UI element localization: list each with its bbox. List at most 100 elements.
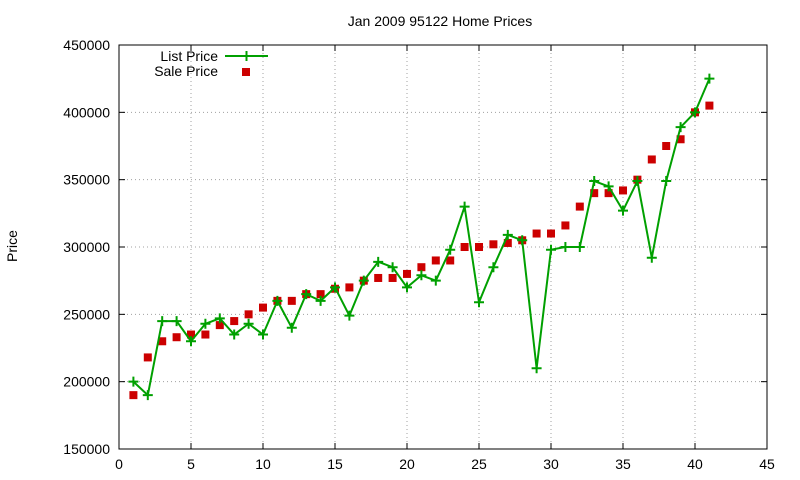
list-price-point (301, 289, 312, 300)
list-price-point (531, 363, 542, 374)
list-price-point (186, 336, 196, 347)
list-price-point (171, 316, 182, 327)
y-axis-label: Price (4, 230, 20, 262)
list-price-point (416, 270, 427, 281)
sale-price-point (230, 317, 239, 326)
axis-ticks: 0 5 10 15 20 25 30 35 40 45 150000 200000 250000 3000… (63, 37, 775, 472)
list-price-point (229, 329, 240, 340)
list-price-point (330, 282, 340, 293)
list-price-point (618, 205, 628, 216)
list-price-point (258, 329, 268, 340)
list-price-point (128, 376, 139, 387)
list-price-point (402, 282, 412, 293)
sale-price-point (259, 303, 267, 312)
legend-marker-list-price (241, 51, 252, 61)
sale-price-point (705, 101, 714, 110)
sale-price-point (388, 273, 397, 282)
list-price-point (474, 297, 484, 308)
sale-price-point (143, 353, 152, 362)
list-price-point (315, 295, 326, 306)
list-price-point (445, 244, 456, 255)
sale-price-point (590, 189, 599, 198)
list-price-point (517, 235, 528, 246)
sale-price-point (575, 202, 584, 211)
list-price-point (546, 244, 556, 255)
sale-price-point (547, 229, 555, 238)
list-price-point (488, 262, 499, 273)
list-price-point (214, 313, 225, 324)
list-price-point (272, 295, 283, 306)
list-price-point (646, 252, 657, 263)
list-price-point (157, 316, 168, 327)
list-price-point (358, 275, 369, 286)
y-tick-label: 350000 (63, 172, 110, 188)
sale-price-point (561, 221, 570, 230)
x-tick-label: 40 (687, 456, 703, 472)
sale-price-point (446, 256, 455, 265)
legend-label-list-price: List Price (160, 48, 218, 64)
x-tick-label: 30 (543, 456, 559, 472)
list-price-point (142, 390, 153, 401)
sale-price-point (129, 391, 138, 400)
x-tick-label: 0 (115, 456, 123, 472)
sale-price-point (503, 238, 512, 247)
x-tick-label: 10 (255, 456, 271, 472)
x-tick-label: 25 (471, 456, 487, 472)
list-price-point (373, 256, 384, 267)
sale-price-point (460, 243, 469, 251)
series (128, 73, 715, 401)
sale-price-point (316, 290, 325, 299)
y-tick-label: 200000 (63, 374, 110, 390)
list-price-point (200, 318, 211, 329)
x-tick-label: 20 (399, 456, 415, 472)
list-price-point (560, 242, 571, 252)
list-price-point (675, 122, 686, 133)
y-tick-label: 250000 (63, 306, 110, 322)
sale-price-point (619, 186, 627, 195)
grid (119, 45, 767, 449)
sale-price-point (403, 269, 411, 278)
sale-price-point (374, 273, 383, 282)
sale-price-point (345, 283, 354, 292)
list-price-point (661, 176, 672, 187)
list-price-point (603, 181, 614, 192)
x-tick-label: 15 (327, 456, 343, 472)
sale-price-point (489, 240, 498, 249)
list-price-line (132, 78, 711, 397)
list-price-point (704, 73, 715, 84)
sale-price-point (647, 155, 656, 164)
sale-price-point (201, 330, 210, 339)
sale-price-point (287, 296, 296, 305)
x-tick-label: 35 (615, 456, 631, 472)
list-price-point (502, 229, 513, 240)
sale-price-point (604, 189, 613, 198)
sale-price-point (172, 333, 181, 342)
legend-marker-sale-price (242, 68, 250, 76)
legend-label-sale-price: Sale Price (154, 63, 218, 79)
y-tick-label: 400000 (63, 104, 110, 120)
sale-price-point (215, 321, 224, 330)
sale-price-point (158, 337, 167, 346)
list-price-point (243, 318, 254, 329)
sale-price-point (187, 330, 195, 339)
list-price-point (387, 262, 398, 273)
sale-price-point (676, 135, 685, 144)
sale-price-point (475, 243, 483, 251)
list-price-point (632, 176, 643, 187)
list-price-point (459, 201, 470, 212)
legend: List Price Sale Price (154, 48, 268, 79)
sale-price-point (431, 256, 440, 265)
y-tick-label: 300000 (63, 239, 110, 255)
sale-price-point (532, 229, 541, 238)
x-tick-label: 5 (187, 456, 195, 472)
y-tick-label: 450000 (63, 37, 110, 53)
list-price-point (344, 310, 355, 321)
list-price-point (574, 242, 585, 252)
list-price-point (690, 107, 700, 118)
list-price-point (589, 176, 600, 187)
list-price-point (286, 322, 297, 333)
y-tick-label: 150000 (63, 441, 110, 457)
list-price-point (430, 275, 441, 286)
sale-price-point (417, 263, 426, 272)
